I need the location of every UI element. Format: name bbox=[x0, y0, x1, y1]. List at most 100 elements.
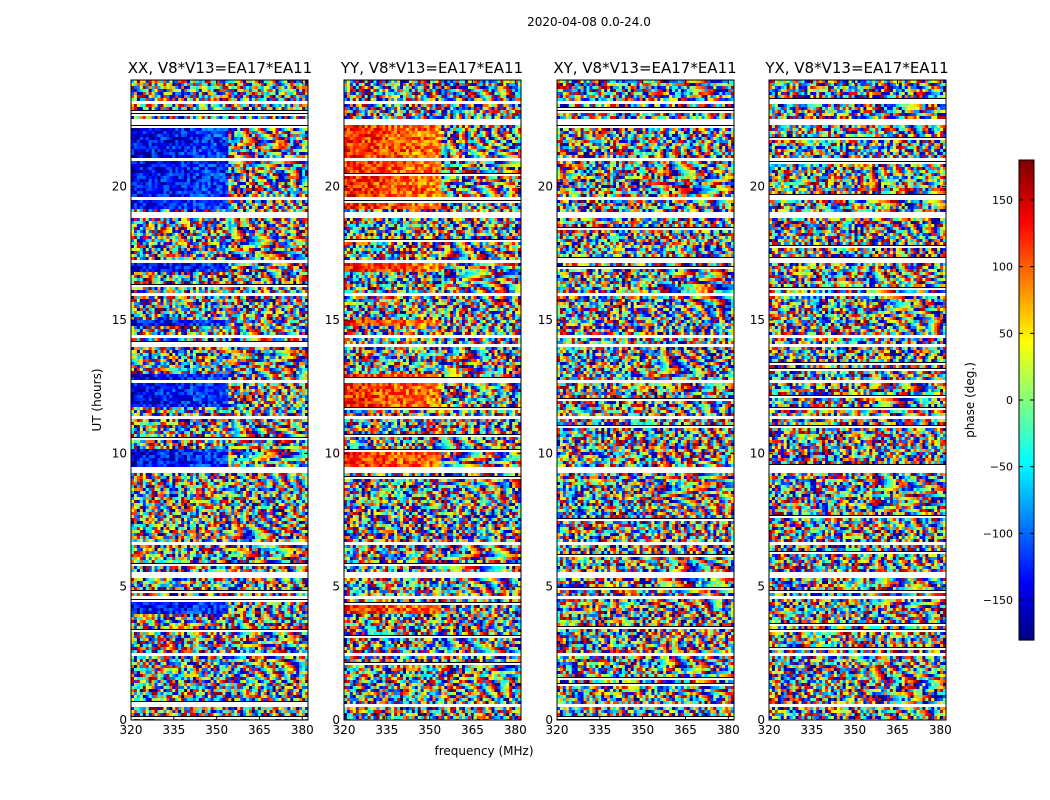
colorbar-segment bbox=[1019, 352, 1034, 357]
colorbar-segment bbox=[1019, 248, 1034, 253]
colorbar-segment bbox=[1019, 200, 1034, 205]
x-tick-label: 380 bbox=[929, 723, 952, 737]
panel-title-yy: YY, V8*V13=EA17*EA11 bbox=[340, 59, 523, 77]
y-tick-label: 5 bbox=[119, 580, 127, 594]
colorbar-segment bbox=[1019, 172, 1034, 177]
colorbar-segment bbox=[1019, 456, 1034, 461]
x-tick-label: 335 bbox=[800, 723, 823, 737]
colorbar-segment bbox=[1019, 504, 1034, 509]
colorbar-segment bbox=[1019, 500, 1034, 505]
colorbar-segment bbox=[1019, 292, 1034, 297]
colorbar-segment bbox=[1019, 612, 1034, 617]
y-tick-label: 15 bbox=[750, 313, 765, 327]
y-tick-label: 15 bbox=[112, 313, 127, 327]
y-tick-label: 5 bbox=[757, 580, 765, 594]
colorbar-segment bbox=[1019, 188, 1034, 193]
colorbar-segment bbox=[1019, 256, 1034, 261]
colorbar-segment bbox=[1019, 204, 1034, 209]
colorbar-segment bbox=[1019, 184, 1034, 189]
colorbar-segment bbox=[1019, 388, 1034, 393]
x-tick-label: 335 bbox=[162, 723, 185, 737]
colorbar-segment bbox=[1019, 364, 1034, 369]
colorbar-segment bbox=[1019, 332, 1034, 337]
colorbar-segment bbox=[1019, 460, 1034, 465]
colorbar-segment bbox=[1019, 484, 1034, 489]
x-tick-label: 320 bbox=[333, 723, 356, 737]
colorbar-segment bbox=[1019, 444, 1034, 449]
colorbar-segment bbox=[1019, 472, 1034, 477]
colorbar-segment bbox=[1019, 492, 1034, 497]
x-tick-label: 335 bbox=[375, 723, 398, 737]
panel-frame-2 bbox=[556, 79, 735, 721]
colorbar-segment bbox=[1019, 268, 1034, 273]
colorbar-segment bbox=[1019, 480, 1034, 485]
colorbar-segment bbox=[1019, 508, 1034, 513]
colorbar-segment bbox=[1019, 244, 1034, 249]
colorbar-segment bbox=[1019, 168, 1034, 173]
x-tick-label: 320 bbox=[120, 723, 143, 737]
panel-heatmap-0 bbox=[131, 80, 308, 720]
y-tick-label: 15 bbox=[325, 313, 340, 327]
x-axis-label: frequency (MHz) bbox=[434, 744, 533, 758]
x-tick-label: 380 bbox=[291, 723, 314, 737]
colorbar-segment bbox=[1019, 300, 1034, 305]
colorbar-segment bbox=[1019, 476, 1034, 481]
colorbar-tick-label: 100 bbox=[992, 261, 1013, 274]
colorbar-tick-label: 150 bbox=[992, 194, 1013, 207]
y-tick-label: 10 bbox=[538, 446, 553, 460]
x-tick-label: 365 bbox=[248, 723, 271, 737]
colorbar-segment bbox=[1019, 520, 1034, 525]
y-tick-label: 5 bbox=[545, 580, 553, 594]
colorbar-segment bbox=[1019, 176, 1034, 181]
y-tick-label: 10 bbox=[325, 446, 340, 460]
colorbar-segment bbox=[1019, 264, 1034, 269]
colorbar-segment bbox=[1019, 396, 1034, 401]
colorbar-segment bbox=[1019, 488, 1034, 493]
colorbar-segment bbox=[1019, 524, 1034, 529]
panel-heatmap-2 bbox=[557, 80, 734, 720]
panel-frame-3 bbox=[768, 79, 947, 721]
colorbar-segment bbox=[1019, 540, 1034, 545]
y-tick-label: 15 bbox=[538, 313, 553, 327]
panel-title-xy: XY, V8*V13=EA17*EA11 bbox=[553, 59, 736, 77]
colorbar-segment bbox=[1019, 584, 1034, 589]
colorbar-segment bbox=[1019, 380, 1034, 385]
colorbar-segment bbox=[1019, 420, 1034, 425]
colorbar-segment bbox=[1019, 600, 1034, 605]
colorbar-segment bbox=[1019, 216, 1034, 221]
x-tick-label: 350 bbox=[418, 723, 441, 737]
colorbar-segment bbox=[1019, 360, 1034, 365]
colorbar-segment bbox=[1019, 604, 1034, 609]
colorbar-segment bbox=[1019, 180, 1034, 185]
colorbar-segment bbox=[1019, 384, 1034, 389]
colorbar-segment bbox=[1019, 576, 1034, 581]
colorbar-segment bbox=[1019, 304, 1034, 309]
colorbar-segment bbox=[1019, 624, 1034, 629]
colorbar-segment bbox=[1019, 416, 1034, 421]
colorbar-segment bbox=[1019, 436, 1034, 441]
colorbar-segment bbox=[1019, 160, 1034, 165]
panel-frame-1 bbox=[343, 79, 522, 721]
panel-title-xx: XX, V8*V13=EA17*EA11 bbox=[128, 59, 312, 77]
y-tick-label: 20 bbox=[750, 180, 765, 194]
x-tick-label: 365 bbox=[674, 723, 697, 737]
y-tick-label: 20 bbox=[112, 180, 127, 194]
x-tick-label: 350 bbox=[631, 723, 654, 737]
colorbar-segment bbox=[1019, 632, 1034, 637]
colorbar-segment bbox=[1019, 596, 1034, 601]
colorbar-segment bbox=[1019, 232, 1034, 237]
colorbar-segment bbox=[1019, 404, 1034, 409]
colorbar-segment bbox=[1019, 344, 1034, 349]
panel-heatmap-3 bbox=[769, 80, 946, 720]
chart-suptitle: 2020-04-08 0.0-24.0 bbox=[527, 15, 651, 29]
colorbar-segment bbox=[1019, 236, 1034, 241]
colorbar-segment bbox=[1019, 276, 1034, 281]
colorbar-segment bbox=[1019, 496, 1034, 501]
colorbar-segment bbox=[1019, 196, 1034, 201]
colorbar-segment bbox=[1019, 336, 1034, 341]
y-tick-label: 5 bbox=[332, 580, 340, 594]
colorbar-segment bbox=[1019, 348, 1034, 353]
x-tick-label: 380 bbox=[717, 723, 740, 737]
colorbar-segment bbox=[1019, 512, 1034, 517]
colorbar-segment bbox=[1019, 400, 1034, 405]
